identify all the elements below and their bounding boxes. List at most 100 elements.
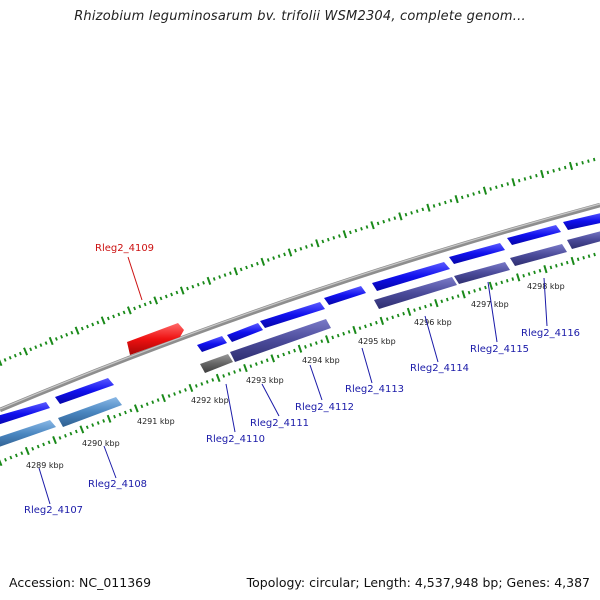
gene-glyph-rleg2-4115[interactable]: [454, 262, 510, 284]
gene-label-rleg2-4109[interactable]: Rleg2_4109: [95, 243, 154, 254]
minor-tick: [159, 296, 163, 301]
gene-label-rleg2-4115[interactable]: Rleg2_4115: [470, 344, 529, 355]
major-tick: [426, 203, 431, 212]
minor-tick: [31, 446, 35, 451]
minor-tick: [112, 314, 116, 319]
gene-label-rleg2-4112[interactable]: Rleg2_4112: [295, 402, 354, 413]
major-tick: [0, 359, 3, 367]
minor-tick: [245, 265, 248, 270]
gene-glyph-rleg2-4108-fwd[interactable]: [55, 378, 114, 404]
minor-tick: [587, 159, 590, 163]
gene-glyph-rleg2-4113[interactable]: [324, 286, 366, 305]
leader-rleg2-4112: [309, 364, 323, 401]
minor-tick: [20, 451, 24, 456]
genome-backbone: [0, 202, 600, 413]
minor-tick: [538, 268, 542, 273]
minor-tick: [535, 173, 538, 178]
minor-tick: [467, 290, 471, 295]
minor-tick: [429, 303, 433, 307]
minor-tick: [326, 237, 330, 242]
minor-tick: [283, 252, 286, 257]
minor-tick: [364, 324, 367, 329]
gene-label-rleg2-4114[interactable]: Rleg2_4114: [410, 363, 469, 374]
major-tick: [133, 404, 139, 413]
major-tick: [543, 265, 548, 274]
minor-tick: [396, 313, 400, 318]
gene-glyph-rleg2-4111[interactable]: [230, 319, 331, 362]
gene-glyph-rleg2-4114[interactable]: [374, 277, 457, 309]
minor-tick: [336, 333, 340, 338]
minor-tick: [415, 209, 419, 213]
minor-tick: [575, 162, 579, 167]
major-tick: [511, 178, 516, 187]
major-tick: [270, 354, 276, 363]
minor-tick: [549, 265, 553, 270]
gene-glyph-rleg2-4107[interactable]: [0, 420, 56, 448]
minor-tick: [391, 315, 395, 320]
minor-tick: [184, 388, 187, 392]
major-tick: [461, 290, 466, 299]
minor-tick: [299, 247, 303, 251]
minor-tick: [293, 348, 296, 353]
major-tick: [188, 383, 194, 393]
minor-tick: [304, 344, 307, 349]
minor-tick: [194, 384, 198, 388]
gene-glyph-rleg2-4112[interactable]: [260, 302, 325, 328]
minor-tick: [410, 211, 413, 215]
minor-tick: [178, 390, 182, 394]
minor-tick: [287, 350, 291, 355]
minor-tick: [527, 272, 531, 276]
gene-label-rleg2-4111[interactable]: Rleg2_4111: [250, 418, 309, 429]
minor-tick: [587, 254, 591, 258]
gene-glyph-rleg2-4116-fwd[interactable]: [507, 225, 561, 245]
gene-glyph-rleg2-4117-fwd[interactable]: [563, 212, 600, 230]
label-leader-lines: [38, 256, 548, 505]
gene-label-rleg2-4116[interactable]: Rleg2_4116: [521, 328, 580, 339]
major-tick: [233, 267, 239, 276]
kbp-label-4291: 4291 kbp: [137, 417, 175, 426]
minor-tick: [256, 261, 259, 266]
gene-glyph-rleg2-4109[interactable]: [127, 323, 184, 355]
gene-glyph-rleg2-4115-fwd[interactable]: [449, 243, 505, 264]
minor-tick: [175, 290, 179, 295]
minor-tick: [413, 308, 416, 312]
gene-glyph-rleg2-4110[interactable]: [200, 354, 233, 373]
gene-label-rleg2-4113[interactable]: Rleg2_4113: [345, 384, 404, 395]
minor-tick: [582, 255, 585, 260]
minor-tick: [167, 394, 171, 398]
gene-glyph-rleg2-4110-fwd[interactable]: [197, 336, 227, 352]
minor-tick: [70, 330, 74, 335]
minor-tick: [320, 339, 324, 343]
gene-label-rleg2-4108[interactable]: Rleg2_4108: [88, 479, 147, 490]
minor-tick: [238, 368, 242, 372]
gene-glyph-rleg2-4111-fwd[interactable]: [227, 323, 263, 342]
minor-tick: [565, 260, 569, 265]
minor-tick: [552, 169, 555, 173]
major-tick: [352, 325, 357, 335]
minor-tick: [3, 358, 7, 362]
gene-glyph-rleg2-4116[interactable]: [510, 244, 567, 266]
minor-tick: [249, 364, 253, 368]
gene-glyph-rleg2-4117[interactable]: [567, 230, 600, 249]
minor-tick: [393, 216, 397, 220]
minor-tick: [321, 239, 325, 244]
gene-glyph-rleg2-4108[interactable]: [58, 397, 122, 427]
minor-tick: [122, 310, 126, 315]
gene-label-rleg2-4110[interactable]: Rleg2_4110: [206, 434, 265, 445]
gene-glyph-rleg2-4107-fwd[interactable]: [0, 402, 50, 426]
gene-glyph-rleg2-4114-fwd[interactable]: [372, 262, 450, 291]
minor-tick: [495, 185, 498, 190]
major-tick: [206, 276, 212, 285]
leader-rleg2-4115: [487, 281, 498, 343]
minor-tick: [86, 324, 89, 329]
minor-tick: [91, 423, 95, 427]
minor-tick: [85, 425, 89, 430]
kbp-label-4298: 4298 kbp: [527, 282, 565, 291]
minor-tick: [227, 372, 231, 376]
minor-tick: [560, 262, 564, 266]
minor-tick: [200, 382, 204, 386]
major-tick: [370, 221, 375, 230]
minor-tick: [124, 410, 127, 415]
gene-label-rleg2-4107[interactable]: Rleg2_4107: [24, 505, 83, 516]
